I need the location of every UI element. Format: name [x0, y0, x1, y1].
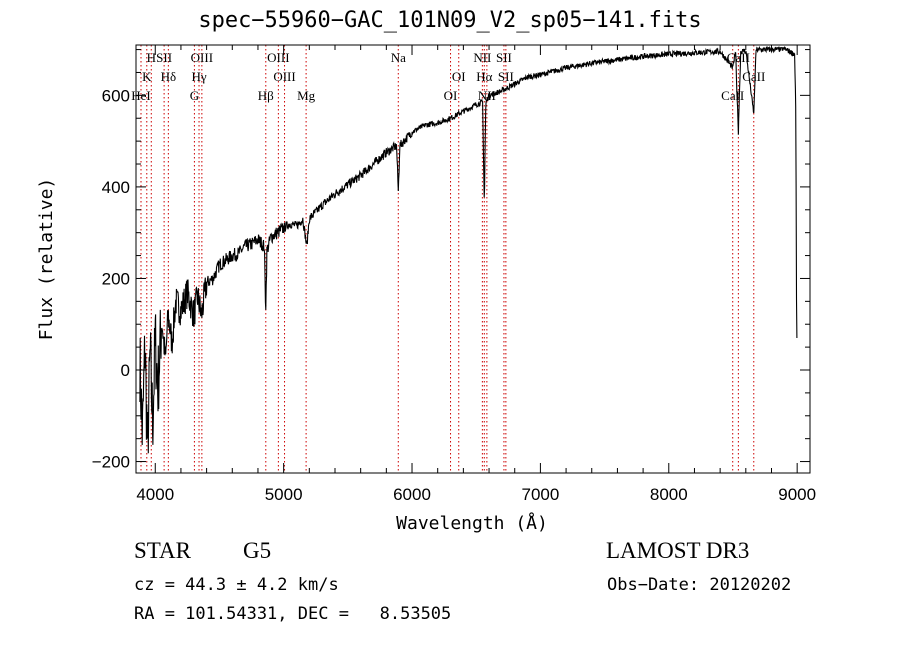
- line-marker-labels: HKHeISIIHδGOIIIHγHβOIIIOIIIMgNaOIOINIIHα…: [131, 50, 765, 103]
- object-class: STAR: [134, 538, 191, 563]
- line-marker-label: Hα: [476, 69, 492, 84]
- line-marker-label: SII: [496, 50, 512, 65]
- line-marker-label: OIII: [267, 50, 289, 65]
- flux-series-line: [139, 45, 798, 454]
- y-tick-label: −200: [92, 453, 130, 472]
- x-tick-label: 6000: [393, 485, 431, 504]
- line-marker-label: SII: [498, 69, 514, 84]
- line-marker-label: SII: [156, 50, 172, 65]
- x-tick-label: 8000: [650, 485, 688, 504]
- y-tick-label: 400: [102, 178, 130, 197]
- survey-label: LAMOST DR3: [606, 538, 750, 563]
- line-marker-label: Mg: [297, 88, 316, 103]
- plot-frame: [135, 44, 811, 474]
- line-marker-label: OIII: [191, 50, 213, 65]
- x-tick-label: 4000: [136, 485, 174, 504]
- x-axis-label: Wavelength (Å): [396, 512, 548, 534]
- chart-title: spec−55960−GAC_101N09_V2_sp05−141.fits: [198, 8, 702, 33]
- line-marker-label: Hβ: [258, 88, 274, 103]
- y-tick-label: 600: [102, 86, 130, 105]
- observation-date: Obs−Date: 20120202: [607, 575, 792, 595]
- x-tick-label: 5000: [265, 485, 303, 504]
- redshift-cz: cz = 44.3 ± 4.2 km/s: [134, 575, 339, 595]
- coordinates: RA = 101.54331, DEC = 8.53505: [134, 604, 452, 624]
- line-marker-label: K: [142, 69, 152, 84]
- x-tick-label: 9000: [778, 485, 816, 504]
- line-marker-label: NII: [478, 88, 496, 103]
- axis-ticks: 4000 5000 6000 7000 8000 9000 −200 0 200 400 600: [92, 45, 816, 504]
- line-marker-label: Hγ: [191, 69, 206, 84]
- line-marker-label: H: [147, 50, 156, 65]
- line-marker-label: OI: [444, 88, 458, 103]
- line-marker-label: G: [190, 88, 199, 103]
- line-marker-label: OI: [452, 69, 466, 84]
- x-tick-label: 7000: [521, 485, 559, 504]
- object-subclass: G5: [243, 538, 272, 563]
- line-marker-label: Na: [391, 50, 406, 65]
- line-marker-label: NII: [473, 50, 491, 65]
- y-tick-label: 0: [121, 361, 130, 380]
- line-marker-label: CaII: [721, 88, 744, 103]
- line-marker-label: CaII: [727, 50, 750, 65]
- line-marker-label: CaII: [742, 69, 765, 84]
- y-tick-label: 200: [102, 269, 130, 288]
- y-axis-label: Flux (relative): [36, 178, 57, 341]
- line-marker-label: OIII: [273, 69, 295, 84]
- line-marker-label: Hδ: [161, 69, 177, 84]
